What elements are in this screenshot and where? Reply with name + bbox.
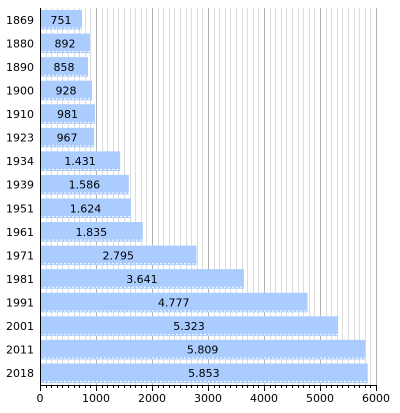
bar-1890 [40, 57, 89, 77]
x-tick-label: 5000 [306, 392, 334, 405]
bar-1910 [40, 104, 95, 124]
category-label: 1900 [6, 84, 34, 97]
value-label: 3.641 [126, 273, 158, 286]
bar-1981 [40, 269, 244, 289]
category-label: 2018 [6, 367, 34, 380]
category-label: 1869 [6, 14, 34, 27]
bar-2001 [40, 316, 339, 336]
value-label: 981 [57, 108, 78, 121]
axes [40, 8, 377, 391]
category-label: 1939 [6, 179, 34, 192]
value-label: 1.624 [70, 202, 102, 215]
bar-1900 [40, 80, 92, 101]
value-label: 2.795 [103, 249, 135, 262]
value-label: 5.809 [187, 344, 219, 357]
value-label: 751 [51, 14, 72, 27]
bar-1869 [40, 10, 83, 30]
value-label: 5.853 [188, 367, 220, 380]
category-label: 1981 [6, 273, 34, 286]
bar-1971 [40, 245, 197, 266]
category-label: 1961 [6, 226, 34, 239]
bars [40, 10, 368, 383]
value-label: 1.431 [64, 155, 96, 168]
category-label: 1880 [6, 37, 34, 50]
bar-2011 [40, 339, 366, 360]
bar-2018 [40, 363, 368, 383]
bar-1991 [40, 292, 308, 313]
x-tick-label: 1000 [82, 392, 110, 405]
value-label: 4.777 [158, 297, 190, 310]
category-label: 1934 [6, 155, 34, 168]
bar-1934 [40, 151, 121, 171]
bar-1951 [40, 198, 131, 219]
bar-1961 [40, 222, 143, 242]
bar-1939 [40, 174, 129, 195]
x-tick-label: 3000 [194, 392, 222, 405]
value-labels: 751 892 858 928 981 967 1.431 1.586 1.624 1.835 2.… [51, 14, 220, 380]
category-label: 2001 [6, 320, 34, 333]
value-label: 1.835 [76, 226, 108, 239]
category-label: 1923 [6, 132, 34, 145]
x-tick-label: 6000 [362, 392, 390, 405]
x-tick-label: 0 [37, 392, 44, 405]
x-tick-label: 2000 [138, 392, 166, 405]
value-label: 858 [54, 61, 75, 74]
category-label: 1890 [6, 61, 34, 74]
x-tick-label: 4000 [250, 392, 278, 405]
category-label: 1991 [6, 297, 34, 310]
category-label: 1971 [6, 249, 34, 262]
value-label: 967 [57, 132, 78, 145]
category-label: 1910 [6, 108, 34, 121]
value-label: 5.323 [173, 320, 205, 333]
bar-1880 [40, 33, 90, 54]
value-label: 928 [55, 84, 76, 97]
x-tick-labels: 0 1000 2000 3000 4000 5000 6000 [37, 392, 391, 405]
value-label: 1.586 [69, 179, 101, 192]
bar-1923 [40, 127, 95, 148]
value-label: 892 [54, 37, 75, 50]
category-label: 2011 [6, 344, 34, 357]
category-labels: 1869 1880 1890 1900 1910 1923 1934 1939 1951 1961… [6, 14, 34, 380]
category-label: 1951 [6, 202, 34, 215]
